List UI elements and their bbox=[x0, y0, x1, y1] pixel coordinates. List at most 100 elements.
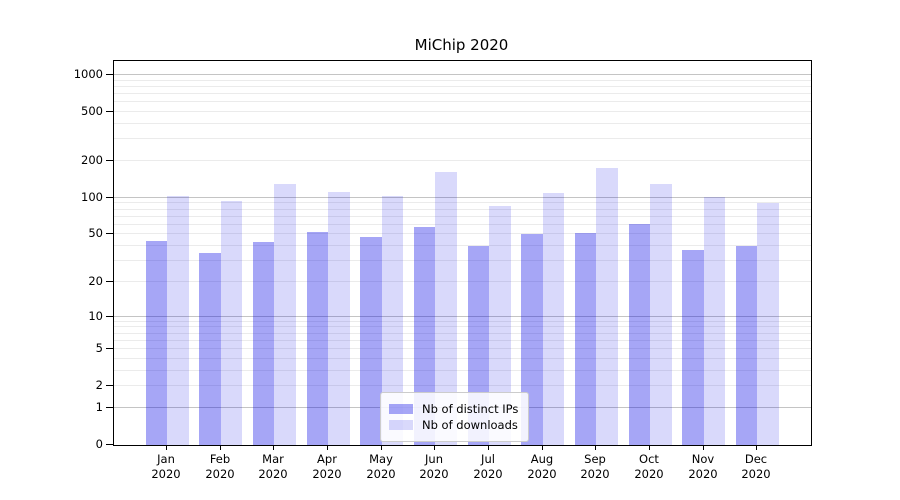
legend-swatch-downloads bbox=[389, 420, 413, 430]
legend: Nb of distinct IPs Nb of downloads bbox=[380, 392, 530, 442]
gridline-minor bbox=[114, 215, 811, 217]
x-axis-tick-mark bbox=[434, 445, 435, 450]
gridline-major bbox=[114, 196, 811, 198]
gridline-minor bbox=[114, 138, 811, 140]
gridline-minor bbox=[114, 111, 811, 113]
x-axis-tick-label-jul: Jul 2020 bbox=[473, 452, 503, 481]
y-axis-tick-label: 10 bbox=[88, 309, 103, 323]
bar-distinct-ips-apr bbox=[306, 232, 328, 445]
y-axis-tick-mark bbox=[106, 160, 113, 161]
y-axis-tick-mark bbox=[106, 444, 113, 445]
gridline-minor bbox=[114, 159, 811, 161]
bar-distinct-ips-may bbox=[360, 236, 382, 445]
legend-swatch-distinct-ips bbox=[389, 404, 413, 414]
gridline-minor bbox=[114, 348, 811, 350]
y-axis-tick-mark bbox=[106, 316, 113, 317]
x-axis-tick-label-jun: Jun 2020 bbox=[419, 452, 449, 481]
x-axis-tick-label-oct: Oct 2020 bbox=[634, 452, 664, 481]
y-axis-tick-label: 500 bbox=[81, 104, 103, 118]
x-axis-tick-mark bbox=[542, 445, 543, 450]
bar-distinct-ips-sep bbox=[574, 233, 597, 445]
gridline-minor bbox=[114, 202, 811, 204]
x-axis-tick-mark bbox=[273, 445, 274, 450]
bar-downloads-sep bbox=[596, 167, 618, 445]
bar-downloads-nov bbox=[703, 196, 726, 445]
gridline-major bbox=[114, 315, 811, 317]
gridline-minor bbox=[114, 245, 811, 247]
gridline-major bbox=[114, 73, 811, 75]
x-axis-tick-mark bbox=[756, 445, 757, 450]
plot-area: Nb of distinct IPs Nb of downloads bbox=[113, 60, 812, 446]
x-axis-tick-mark bbox=[488, 445, 489, 450]
gridline-minor bbox=[114, 208, 811, 210]
x-axis-tick-label-nov: Nov 2020 bbox=[688, 452, 718, 481]
x-axis-tick-label-dec: Dec 2020 bbox=[741, 452, 771, 481]
y-axis-tick-label: 5 bbox=[95, 341, 103, 355]
y-axis-tick-mark bbox=[106, 407, 113, 408]
y-axis-tick-label: 50 bbox=[88, 226, 103, 240]
legend-label-downloads: Nb of downloads bbox=[422, 418, 518, 432]
y-axis-tick-mark bbox=[106, 348, 113, 349]
gridline-minor bbox=[114, 122, 811, 124]
x-axis-tick-label-mar: Mar 2020 bbox=[258, 452, 288, 481]
gridline-minor bbox=[114, 85, 811, 87]
bar-distinct-ips-mar bbox=[252, 242, 275, 445]
legend-item-distinct-ips: Nb of distinct IPs bbox=[389, 402, 518, 416]
gridline-minor bbox=[114, 385, 811, 387]
y-axis-tick-label: 1 bbox=[95, 400, 103, 414]
bar-distinct-ips-jan bbox=[145, 241, 167, 445]
legend-item-downloads: Nb of downloads bbox=[389, 418, 518, 432]
gridline-minor bbox=[114, 326, 811, 328]
y-axis-tick-mark bbox=[106, 74, 113, 75]
gridline-minor bbox=[114, 223, 811, 225]
gridline-minor bbox=[114, 233, 811, 235]
y-axis-tick-mark bbox=[106, 233, 113, 234]
gridline-minor bbox=[114, 79, 811, 81]
y-axis-tick-label: 0 bbox=[95, 437, 103, 451]
bar-downloads-dec bbox=[757, 203, 779, 445]
x-axis-tick-mark bbox=[649, 445, 650, 450]
bar-distinct-ips-dec bbox=[735, 246, 758, 445]
x-axis-tick-label-sep: Sep 2020 bbox=[580, 452, 610, 481]
x-axis-tick-label-apr: Apr 2020 bbox=[312, 452, 342, 481]
bar-downloads-feb bbox=[220, 201, 243, 445]
bar-distinct-ips-nov bbox=[682, 250, 704, 445]
bar-downloads-mar bbox=[274, 184, 296, 445]
bar-downloads-jan bbox=[167, 195, 189, 445]
gridline-minor bbox=[114, 320, 811, 322]
y-axis-tick-label: 1000 bbox=[73, 67, 103, 81]
x-axis-tick-mark bbox=[381, 445, 382, 450]
x-axis-tick-mark bbox=[327, 445, 328, 450]
bar-downloads-may bbox=[381, 195, 404, 445]
y-axis-tick-label: 2 bbox=[95, 378, 103, 392]
bar-downloads-aug bbox=[542, 192, 565, 445]
bar-downloads-oct bbox=[650, 184, 672, 445]
gridline-minor bbox=[114, 369, 811, 371]
x-axis-tick-mark bbox=[166, 445, 167, 450]
x-axis-tick-label-aug: Aug 2020 bbox=[527, 452, 557, 481]
gridline-minor bbox=[114, 339, 811, 341]
bar-distinct-ips-oct bbox=[628, 224, 651, 445]
y-axis-tick-mark bbox=[106, 197, 113, 198]
bar-distinct-ips-feb bbox=[199, 253, 221, 445]
gridline-minor bbox=[114, 93, 811, 95]
gridline-minor bbox=[114, 357, 811, 359]
y-axis-tick-mark bbox=[106, 385, 113, 386]
bar-downloads-apr bbox=[328, 191, 350, 445]
y-axis-tick-label: 200 bbox=[81, 153, 103, 167]
legend-label-distinct-ips: Nb of distinct IPs bbox=[422, 402, 519, 416]
x-axis-tick-label-may: May 2020 bbox=[366, 452, 396, 481]
gridline-minor bbox=[114, 260, 811, 262]
x-axis-tick-label-jan: Jan 2020 bbox=[151, 452, 181, 481]
chart-title: MiChip 2020 bbox=[414, 36, 509, 54]
y-axis-tick-mark bbox=[106, 111, 113, 112]
y-axis-tick-mark bbox=[106, 281, 113, 282]
gridline-minor bbox=[114, 101, 811, 103]
bar-downloads-jun bbox=[435, 171, 457, 445]
gridline-minor bbox=[114, 280, 811, 282]
bar-distinct-ips-jun bbox=[413, 226, 436, 445]
x-axis-tick-label-feb: Feb 2020 bbox=[205, 452, 235, 481]
x-axis-tick-mark bbox=[220, 445, 221, 450]
bar-downloads-jul bbox=[489, 205, 511, 445]
